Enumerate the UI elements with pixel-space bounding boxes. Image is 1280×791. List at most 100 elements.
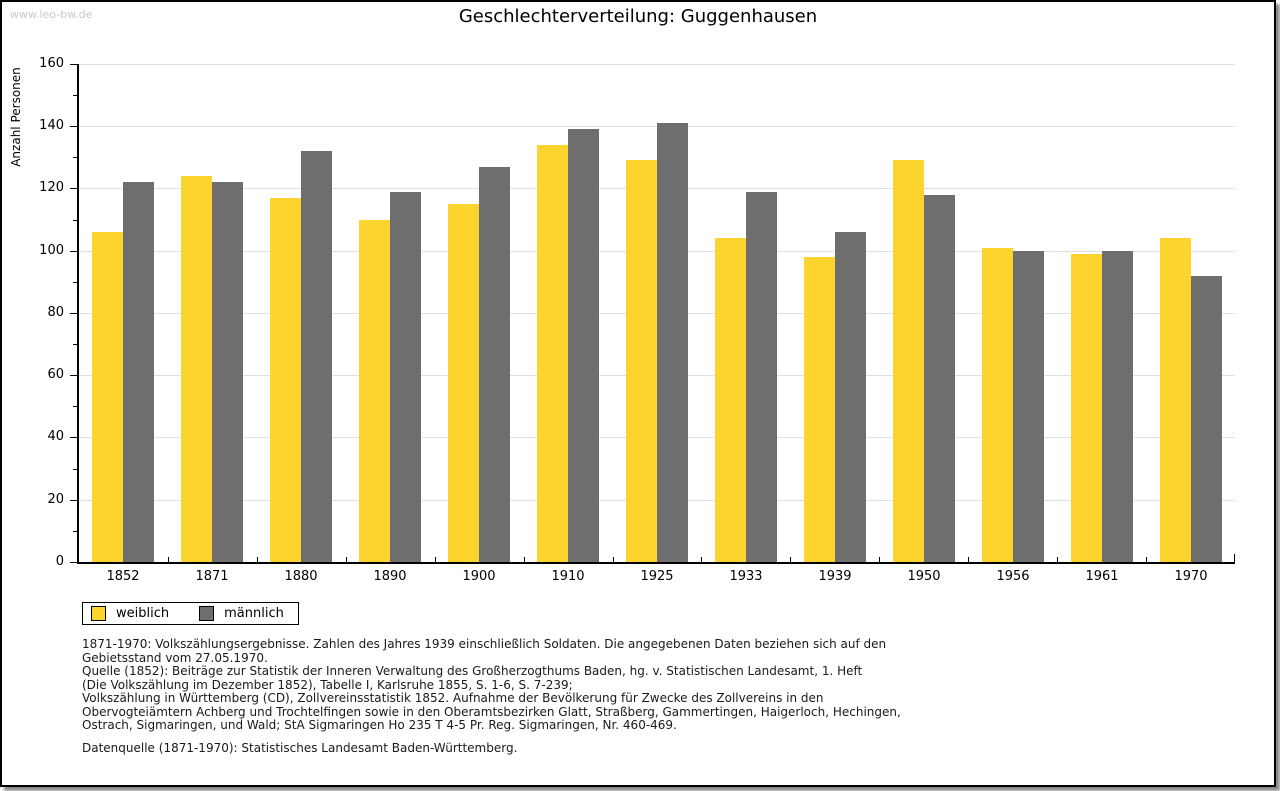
y-axis-tick [70,126,77,127]
datasource-line: Datenquelle (1871-1970): Statistisches L… [82,741,518,755]
bar-weiblich-1925 [626,160,657,562]
bar-männlich-1871 [212,182,243,562]
x-axis-tick [1146,557,1147,562]
bar-männlich-1910 [568,129,599,562]
bar-weiblich-1970 [1160,238,1191,562]
x-axis-tick [435,557,436,562]
x-axis-end-tick [1234,554,1235,562]
x-axis-tick [346,557,347,562]
y-axis-tick [70,500,77,501]
x-axis-tick [613,557,614,562]
x-tick-label: 1939 [818,569,852,584]
y-tick-label: 40 [47,429,64,444]
bar-männlich-1961 [1102,251,1133,562]
y-axis-tick [70,64,77,65]
bar-männlich-1950 [924,195,955,562]
y-axis-tick [73,157,77,158]
bar-männlich-1939 [835,232,866,562]
y-axis-tick [70,437,77,438]
x-tick-label: 1961 [1085,569,1119,584]
y-tick-label: 20 [47,492,64,507]
bar-männlich-1956 [1013,251,1044,562]
footnote-line: Obervogteiämtern Achberg und Trochtelfin… [82,704,901,719]
y-tick-label: 0 [55,554,64,569]
y-axis-label: Anzahl Personen [9,67,23,167]
y-axis-tick [73,220,77,221]
bar-männlich-1925 [657,123,688,562]
bar-männlich-1890 [390,192,421,562]
x-tick-label: 1950 [907,569,941,584]
x-tick-label: 1890 [373,569,407,584]
y-axis-tick [73,406,77,407]
legend-label: weiblich [116,606,170,621]
x-axis-tick [168,557,169,562]
x-axis-tick [701,557,702,562]
x-axis-tick [1057,557,1058,562]
bar-weiblich-1880 [270,198,301,562]
y-axis-tick [70,251,77,252]
bar-weiblich-1961 [1071,254,1102,562]
y-axis-tick [70,562,77,563]
bar-männlich-1933 [746,192,777,562]
y-axis-tick [73,469,77,470]
legend-label: männlich [224,606,284,621]
footnotes: 1871-1970: Volkszählungsergebnisse. Zahl… [82,637,901,733]
footnote-line: Volkszählung in Württemberg (CD), Zollve… [82,691,824,705]
legend-swatch-männlich [199,606,215,621]
bar-männlich-1970 [1191,276,1222,562]
legend: weiblich männlich [82,602,299,625]
y-tick-label: 160 [39,56,64,71]
x-tick-label: 1880 [284,569,318,584]
legend-item-weiblich: weiblich [91,606,169,621]
bar-weiblich-1900 [448,204,479,562]
x-tick-label: 1910 [551,569,585,584]
footnote-line: Quelle (1852): Beiträge zur Statistik de… [82,664,863,678]
y-tick-label: 60 [47,367,64,382]
x-axis-tick [790,557,791,562]
watermark: www.leo-bw.de [10,8,93,21]
x-axis-tick [257,557,258,562]
y-axis-tick [73,95,77,96]
y-axis-tick [70,313,77,314]
plot-area: 0 20 40 60 80 100 120 140 160 1852 1871 1880 1890 190… [39,56,1235,584]
bar-männlich-1852 [123,182,154,562]
gridline [79,64,1235,65]
bar-weiblich-1890 [359,220,390,562]
x-tick-label: 1956 [996,569,1030,584]
y-tick-label: 80 [47,305,64,320]
y-axis-tick [73,344,77,345]
y-tick-label: 120 [39,180,64,195]
x-tick-label: 1900 [462,569,496,584]
y-tick-label: 140 [39,118,64,133]
x-tick-label: 1852 [106,569,140,584]
x-axis-tick [524,557,525,562]
bar-weiblich-1933 [715,238,746,562]
x-tick-label: 1970 [1174,569,1208,584]
y-tick-label: 100 [39,243,64,258]
x-tick-label: 1925 [640,569,674,584]
bar-männlich-1880 [301,151,332,562]
x-tick-label: 1933 [729,569,763,584]
bar-weiblich-1939 [804,257,835,562]
footnote-line: Ostrach, Sigmaringen, und Wald; StA Sigm… [82,718,677,732]
y-axis-tick [70,188,77,189]
bar-männlich-1900 [479,167,510,562]
x-axis-tick [968,557,969,562]
footnote-line: Gebietsstand vom 27.05.1970. [82,650,268,665]
bar-weiblich-1950 [893,160,924,562]
bar-weiblich-1871 [181,176,212,562]
bar-weiblich-1956 [982,248,1013,562]
y-axis-tick [70,375,77,376]
footnote-line: (Die Volkszählung im Dezember 1852), Tab… [82,677,573,692]
y-axis-tick [73,531,77,532]
legend-item-männlich: männlich [199,606,284,621]
x-axis-tick [879,557,880,562]
legend-swatch-weiblich [91,606,106,621]
footnote-line: 1871-1970: Volkszählungsergebnisse. Zahl… [82,637,887,651]
bar-weiblich-1852 [92,232,123,562]
chart-title: Geschlechterverteilung: Guggenhausen [458,6,818,27]
y-axis-tick [73,282,77,283]
x-tick-label: 1871 [195,569,229,584]
bar-weiblich-1910 [537,145,568,562]
